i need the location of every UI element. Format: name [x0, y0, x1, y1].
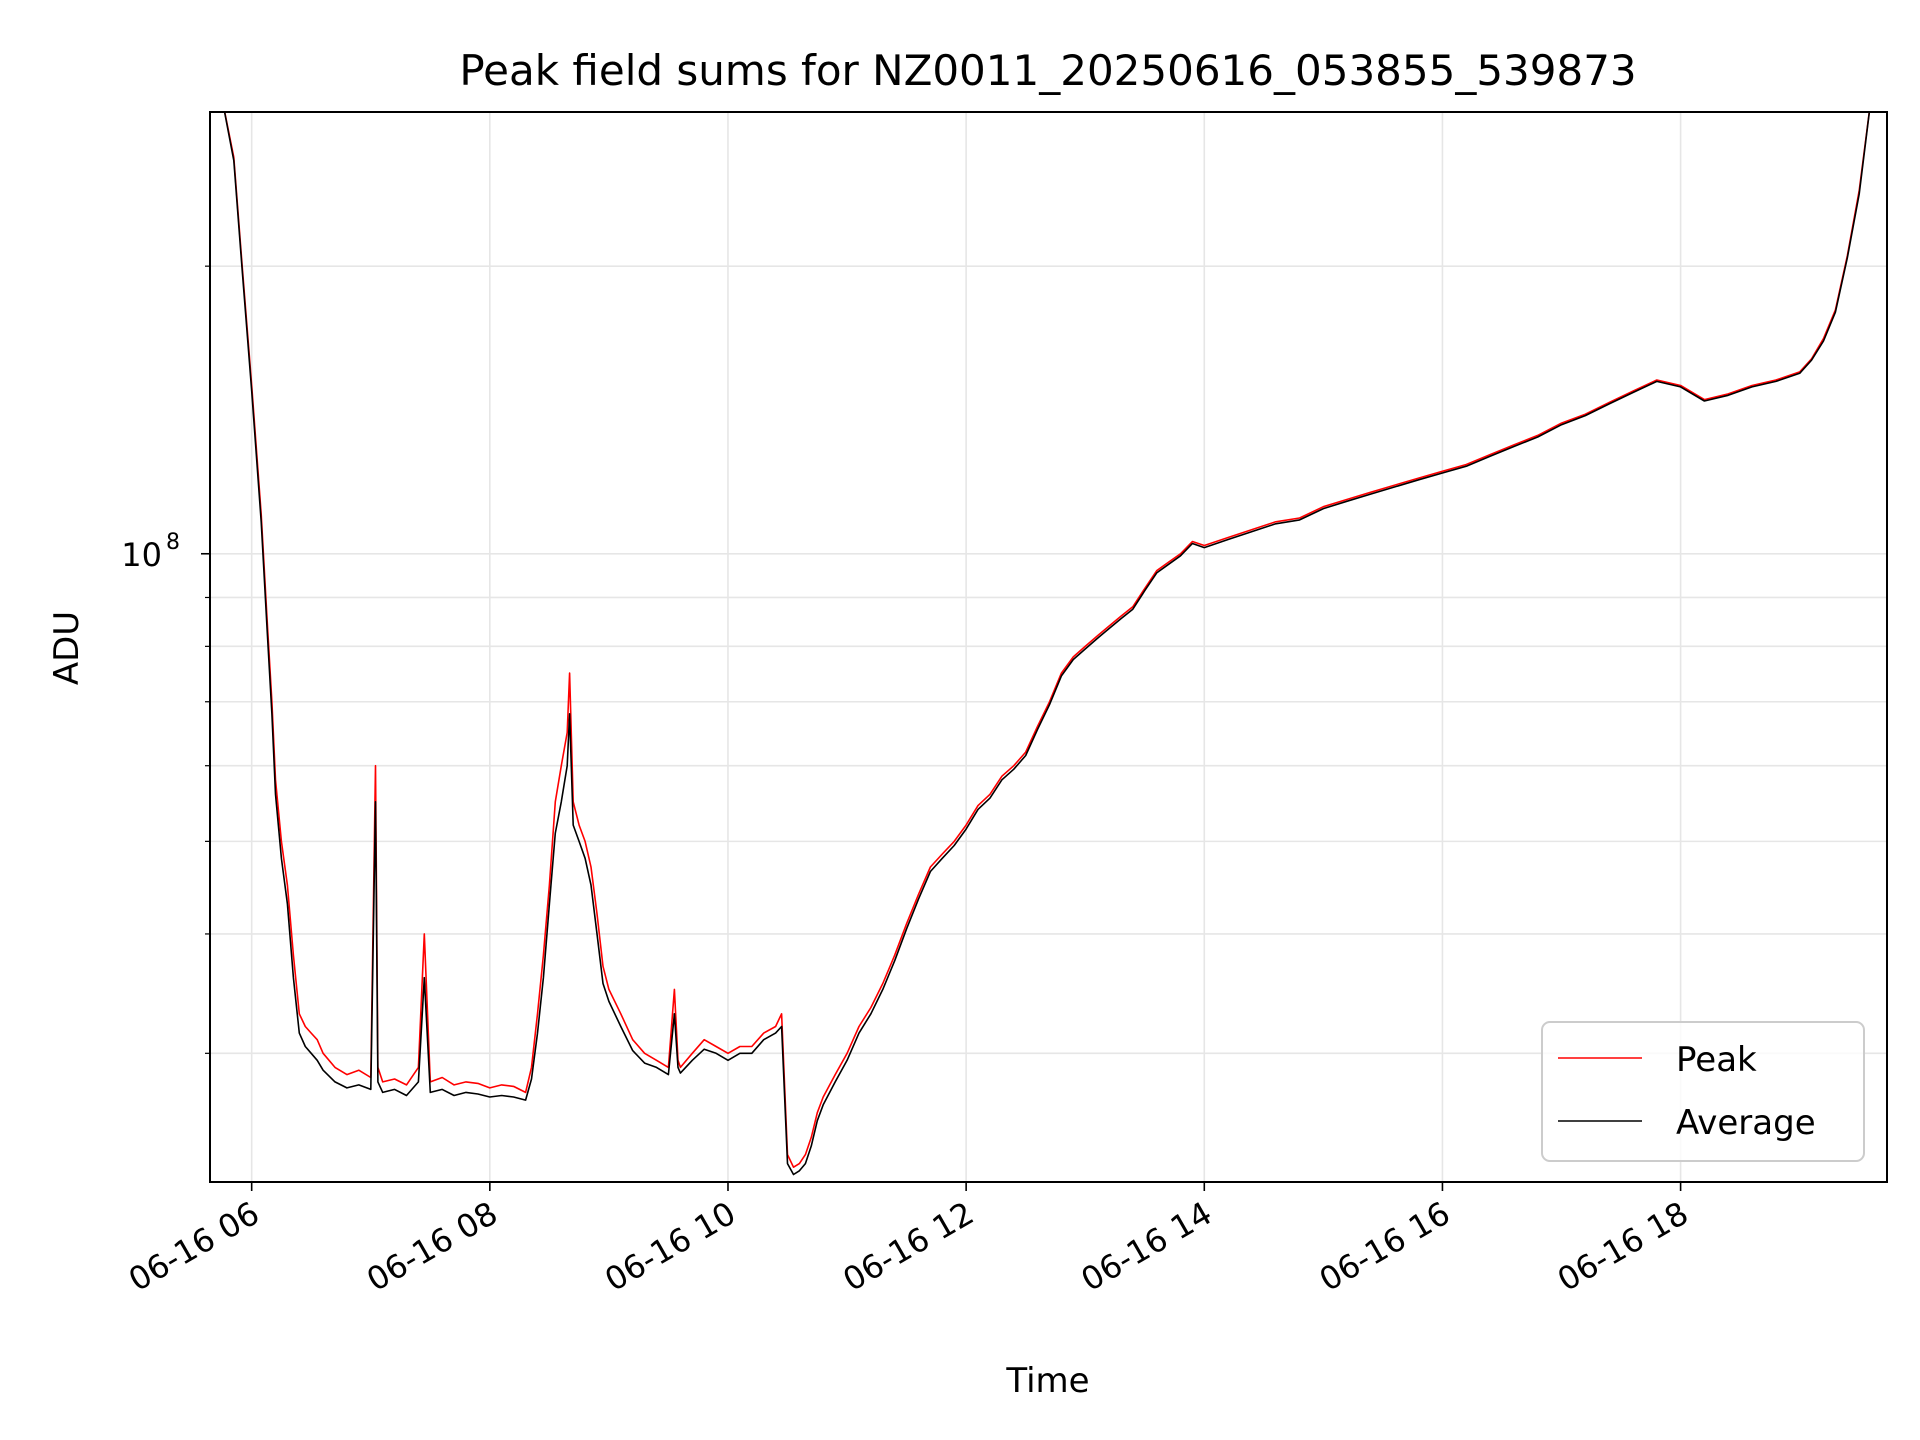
plot-frame: [209, 111, 1888, 1183]
series-layer: [223, 112, 1871, 1176]
legend-label-peak: Peak: [1676, 1040, 1757, 1080]
x-axis-label: Time: [1005, 1361, 1089, 1401]
series-line-average: [223, 112, 1871, 1176]
legend-label-average: Average: [1676, 1103, 1816, 1143]
chart-title: Peak field sums for NZ0011_20250616_0538…: [459, 46, 1636, 95]
grid: [210, 112, 1887, 1182]
series-line-peak: [223, 112, 1871, 1168]
y-tick-label-base: 10: [121, 536, 162, 574]
y-axis-label: ADU: [47, 611, 87, 685]
y-tick-label-exponent: 8: [166, 530, 180, 555]
legend: Peak Average: [1541, 1021, 1865, 1162]
legend-box: [1541, 1021, 1865, 1162]
